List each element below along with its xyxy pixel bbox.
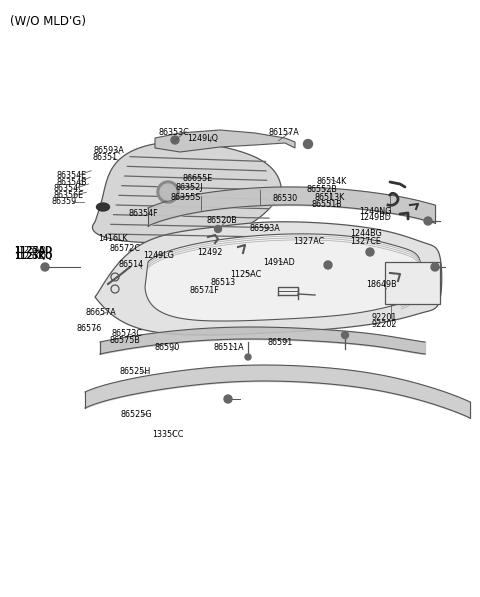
- Text: 86530: 86530: [273, 194, 298, 204]
- Polygon shape: [93, 142, 281, 242]
- Text: 86525G: 86525G: [121, 410, 153, 420]
- Circle shape: [341, 331, 348, 338]
- Text: 1125KQ: 1125KQ: [14, 252, 46, 261]
- Text: 86552B: 86552B: [306, 185, 337, 195]
- Text: (W/O MLD'G): (W/O MLD'G): [10, 15, 86, 28]
- Text: 86551B: 86551B: [311, 200, 342, 210]
- Text: 18649B: 18649B: [366, 280, 396, 290]
- Text: 86572C: 86572C: [109, 244, 141, 253]
- Text: 86355S: 86355S: [170, 192, 201, 202]
- Text: 1125AC: 1125AC: [230, 270, 262, 279]
- Text: 86157A: 86157A: [269, 128, 300, 137]
- Text: 1249LQ: 1249LQ: [187, 134, 218, 143]
- Circle shape: [171, 136, 179, 144]
- Text: 86511A: 86511A: [214, 343, 244, 352]
- Text: 86590: 86590: [155, 343, 180, 352]
- Text: 86353C: 86353C: [158, 128, 189, 137]
- Text: 86354E: 86354E: [57, 171, 87, 180]
- Text: 86514K: 86514K: [317, 177, 347, 186]
- Circle shape: [157, 181, 179, 203]
- FancyBboxPatch shape: [385, 262, 440, 304]
- Polygon shape: [155, 130, 295, 152]
- Text: 86575B: 86575B: [109, 336, 140, 345]
- Circle shape: [324, 261, 332, 269]
- Circle shape: [303, 140, 312, 149]
- Text: 86576: 86576: [77, 324, 102, 333]
- Text: 86593A: 86593A: [94, 146, 124, 155]
- Text: 86655E: 86655E: [182, 174, 213, 183]
- Text: 86513: 86513: [210, 278, 235, 287]
- Text: 86657A: 86657A: [85, 307, 116, 317]
- Circle shape: [431, 263, 439, 271]
- Text: 1416LK: 1416LK: [98, 234, 128, 244]
- Text: 86513K: 86513K: [314, 193, 345, 202]
- Text: 86351: 86351: [92, 152, 117, 162]
- Text: 86591: 86591: [268, 337, 293, 347]
- Text: 1249NG: 1249NG: [359, 207, 391, 216]
- Text: 86525H: 86525H: [119, 367, 150, 376]
- Circle shape: [224, 395, 232, 403]
- Text: 1249BD: 1249BD: [359, 213, 391, 223]
- Text: 86573C: 86573C: [111, 329, 142, 338]
- Text: 86356E: 86356E: [54, 190, 84, 200]
- Ellipse shape: [96, 203, 109, 211]
- Text: 1327AC: 1327AC: [293, 236, 324, 246]
- Circle shape: [245, 354, 251, 360]
- Text: 1491AD: 1491AD: [263, 258, 295, 267]
- Text: 1125KQ: 1125KQ: [14, 252, 53, 261]
- Text: 1249LG: 1249LG: [143, 251, 174, 260]
- Text: 86359: 86359: [52, 197, 77, 207]
- Circle shape: [215, 226, 221, 232]
- Text: 86352J: 86352J: [175, 183, 203, 192]
- Text: 1125AD: 1125AD: [14, 245, 53, 255]
- Circle shape: [366, 248, 374, 256]
- Text: 86593A: 86593A: [250, 224, 280, 233]
- Circle shape: [160, 184, 176, 200]
- Text: 1327CE: 1327CE: [350, 236, 381, 246]
- Text: 1244BG: 1244BG: [350, 229, 382, 238]
- Text: 86514: 86514: [118, 260, 143, 269]
- Text: 92202: 92202: [372, 319, 397, 329]
- Text: 12492: 12492: [197, 248, 222, 257]
- Text: 1335CC: 1335CC: [153, 430, 184, 439]
- Text: 86354C: 86354C: [54, 184, 84, 193]
- Text: 86520B: 86520B: [206, 216, 237, 226]
- Text: 86354F: 86354F: [129, 208, 158, 218]
- Circle shape: [424, 217, 432, 225]
- Text: 86354B: 86354B: [57, 177, 87, 187]
- Polygon shape: [95, 222, 442, 335]
- Polygon shape: [145, 234, 420, 321]
- Text: 86571F: 86571F: [190, 285, 219, 295]
- Text: 92201: 92201: [372, 313, 397, 322]
- Text: 1125AD: 1125AD: [14, 245, 46, 255]
- Circle shape: [41, 263, 49, 271]
